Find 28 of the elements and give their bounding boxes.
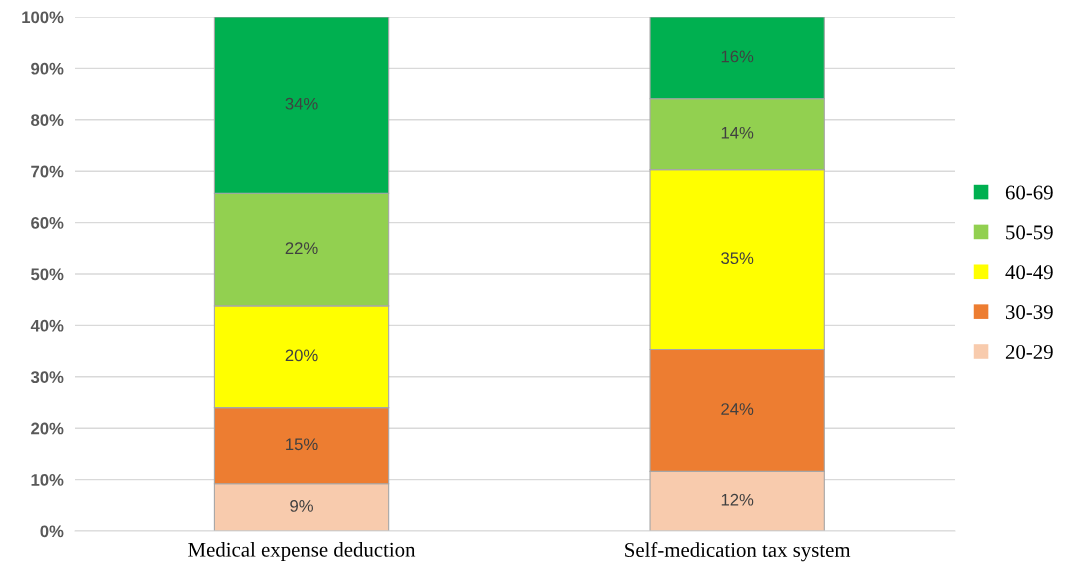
legend-label: 20-29 [1005, 344, 1053, 359]
y-tick-label: 40% [30, 319, 64, 332]
y-tick-label: 100% [22, 11, 64, 24]
data-label: 22% [285, 242, 318, 254]
data-label: 14% [721, 126, 754, 139]
data-label: 35% [721, 252, 754, 265]
y-tick-label: 80% [31, 114, 64, 126]
data-label: 16% [721, 50, 754, 63]
y-tick-label: 20% [31, 422, 64, 435]
data-label: 20% [285, 349, 318, 362]
y-tick-label: 10% [31, 474, 64, 486]
y-tick-label: 30% [30, 371, 64, 384]
y-tick-label: 0% [40, 525, 64, 538]
x-tick-label: Medical expense deduction [188, 542, 416, 561]
y-tick-label: 50% [31, 268, 64, 281]
legend-label: 40-49 [1005, 265, 1053, 280]
data-label: 34% [285, 97, 318, 110]
data-label: 24% [721, 403, 754, 415]
x-tick-label: Self-medication tax system [625, 542, 851, 562]
legend-label: 30-39 [1006, 305, 1053, 320]
y-tick-label: 90% [31, 62, 64, 75]
data-label: 15% [286, 438, 318, 451]
legend-label: 50-59 [1006, 225, 1053, 240]
legend-label: 60-69 [1005, 185, 1053, 200]
y-tick-label: 70% [31, 165, 64, 178]
data-label: 12% [721, 493, 754, 506]
y-tick-label: 60% [31, 217, 64, 229]
data-label: 9% [290, 500, 313, 512]
